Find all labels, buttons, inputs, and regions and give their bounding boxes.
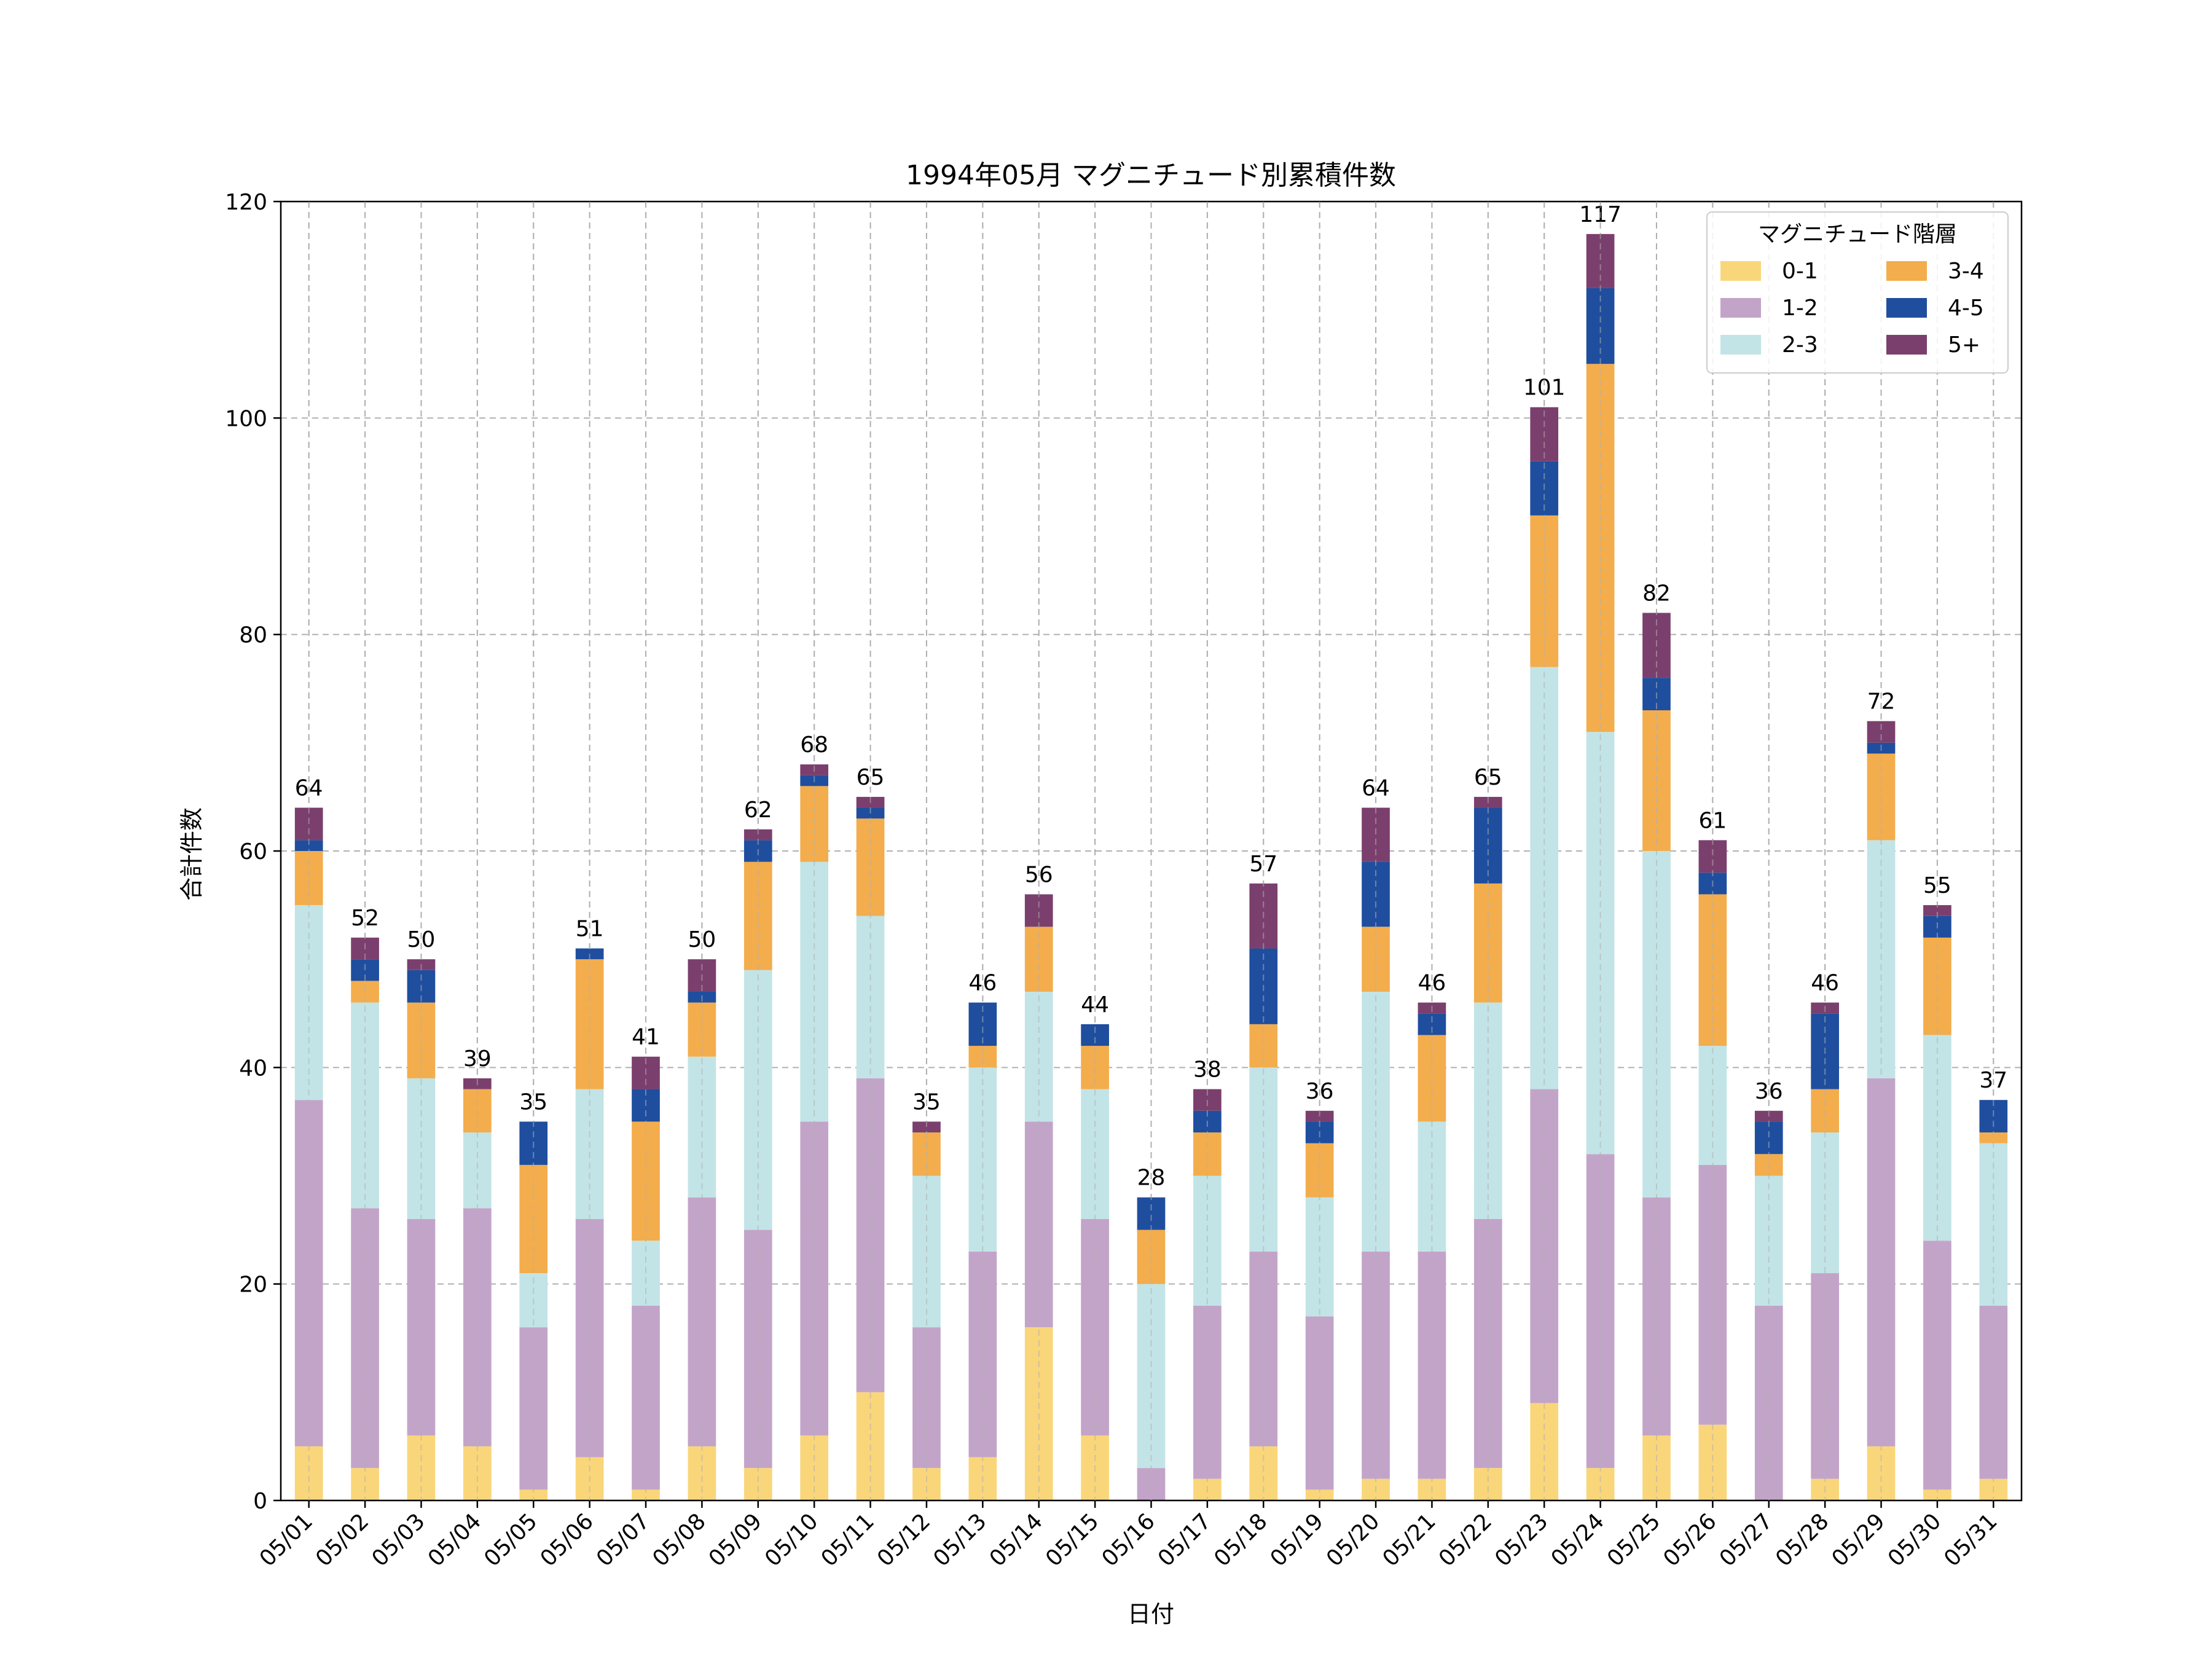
legend-label: 3-4 [1948,259,1984,284]
legend-label: 0-1 [1782,259,1818,284]
bar-segment [1081,1218,1109,1436]
y-tick-label: 60 [239,839,267,865]
bar-segment [1586,1468,1615,1500]
bar-segment [1754,1121,1783,1155]
legend-label: 4-5 [1948,296,1984,321]
bar-total-label: 46 [968,971,997,996]
bar-segment [743,1468,772,1500]
bar-segment [575,1218,604,1457]
bar-total-label: 46 [1811,971,1839,996]
bar-segment [1923,1489,1951,1500]
legend-swatch [1886,335,1927,355]
bar-segment [1024,894,1053,927]
bar-segment [1305,1489,1334,1500]
legend: マグニチュード階層 0-1 1-2 2-3 3-4 4-5 5+ [1706,211,2009,374]
bar-segment [1473,883,1502,1003]
legend-swatch [1720,261,1761,281]
bar-segment [463,1208,492,1446]
legend-swatch [1886,298,1927,318]
y-axis-label: 合計件数 [178,807,205,901]
legend-swatch [1720,335,1761,355]
bar-total-label: 101 [1523,375,1566,401]
y-tick-label: 0 [253,1489,267,1514]
y-tick-label: 80 [239,623,267,648]
y-tick-label: 20 [239,1273,267,1298]
bar-total-label: 46 [1418,971,1446,996]
bar-segment [1698,840,1727,873]
bar-segment [743,829,772,841]
bar-segment [632,1121,660,1241]
bar-segment [632,1489,660,1500]
legend-box [1706,211,2009,374]
bar-segment [407,1218,436,1436]
bar-segment [1923,905,1951,916]
bar-segment [1530,667,1559,1089]
legend-label: 5+ [1948,332,1980,358]
bar-segment [856,818,885,916]
y-tick-label: 40 [239,1056,267,1081]
y-tick-label: 100 [225,406,267,431]
bar-segment [1137,1197,1166,1230]
bar-segment [575,959,604,1089]
bar-segment [1642,1197,1671,1436]
x-axis-label: 日付 [1128,1601,1174,1628]
y-tick-label: 120 [225,190,267,215]
bar-segment [519,1489,548,1500]
legend-title: マグニチュード階層 [1758,222,1957,247]
labels-layer: 6452503935514150626865354656442838573664… [295,202,2007,1500]
bar-segment [1642,851,1671,1198]
bar-segment [1979,1132,2008,1143]
bar-segment [856,1078,885,1392]
legend-swatch [1886,261,1927,281]
bar-segment [743,1230,772,1469]
bar-segment [351,1468,379,1500]
bar-segment [1473,1468,1502,1500]
legend-label: 1-2 [1782,296,1818,321]
bar-segment [294,840,323,851]
legend-label: 2-3 [1782,332,1818,358]
bar-segment [912,1468,941,1500]
chart-title: 1994年05月 マグニチュード別累積件数 [906,160,1396,191]
bar-segment [912,1121,941,1133]
legend-swatch [1720,298,1761,318]
bar-segment [1137,1468,1166,1500]
